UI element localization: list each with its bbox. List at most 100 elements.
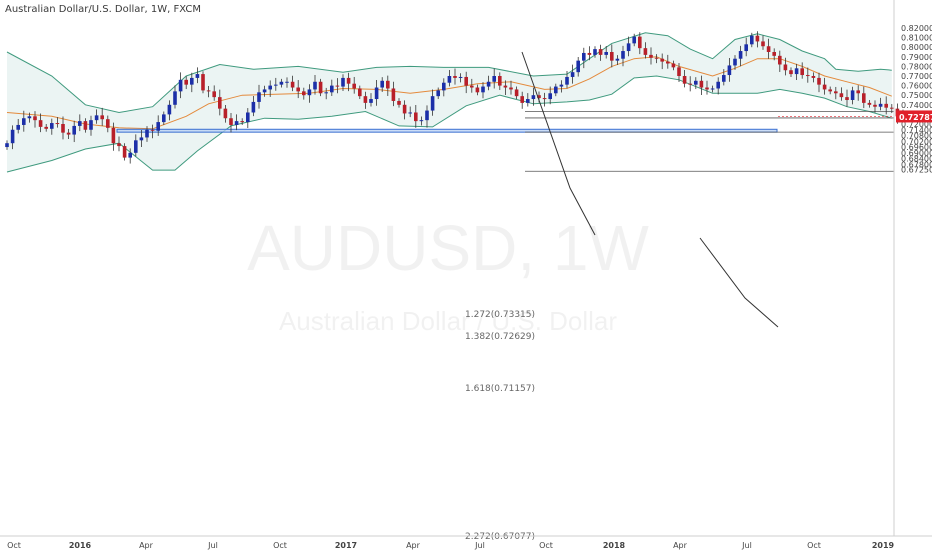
price-tick-label: 0.81000 xyxy=(901,34,932,43)
candle-body xyxy=(274,84,278,86)
candle-body xyxy=(694,80,698,85)
candle-body xyxy=(492,76,496,82)
candle-body xyxy=(486,81,491,87)
candle-body xyxy=(72,125,76,135)
candle-body xyxy=(352,83,356,89)
candle-body xyxy=(83,121,88,130)
candle-body xyxy=(430,96,435,111)
time-tick-label: Apr xyxy=(406,541,421,550)
candle-body xyxy=(744,44,748,52)
candle-body xyxy=(397,100,401,105)
candle-body xyxy=(727,65,732,76)
candle-body xyxy=(290,81,295,88)
candle-body xyxy=(632,36,636,44)
fib-label-2272: 2.272(0.67077) xyxy=(465,532,535,542)
candle-body xyxy=(10,129,15,144)
candle-body xyxy=(845,97,849,100)
candle-body xyxy=(212,91,216,98)
time-tick-label: Apr xyxy=(673,541,688,550)
candle-body xyxy=(531,95,536,100)
candle-body xyxy=(481,86,485,93)
candle-body xyxy=(772,52,776,56)
candle-body xyxy=(257,92,261,102)
candle-body xyxy=(44,126,48,129)
candle-body xyxy=(447,76,452,83)
candle-body xyxy=(61,124,65,133)
candle-body xyxy=(699,80,704,88)
candle-body xyxy=(262,89,267,93)
price-tick-label: 0.75000 xyxy=(901,91,932,100)
candle-body xyxy=(475,87,480,93)
candle-body xyxy=(582,52,586,61)
candle-body xyxy=(593,49,597,55)
candle-body xyxy=(554,86,558,94)
candle-body xyxy=(660,58,664,62)
candle-body xyxy=(16,124,20,130)
candle-body xyxy=(677,67,681,76)
candle-body xyxy=(380,80,384,88)
price-tick-label: 0.74000 xyxy=(901,101,932,110)
candle-body xyxy=(66,132,71,135)
candle-body xyxy=(503,85,508,88)
candle-body xyxy=(778,55,782,65)
candle-body xyxy=(755,35,760,42)
candle-body xyxy=(150,129,155,131)
candle-body xyxy=(688,83,692,85)
candle-body xyxy=(223,108,228,119)
candle-body xyxy=(509,87,513,90)
candle-body xyxy=(862,93,866,103)
time-tick-label: 2017 xyxy=(335,541,357,550)
candle-body xyxy=(94,115,99,121)
lower-band-line xyxy=(6,75,892,173)
candle-body xyxy=(850,90,855,100)
candle-body xyxy=(458,76,463,78)
candle-body xyxy=(218,97,222,109)
candle-body xyxy=(722,75,726,82)
time-tick-label: Jul xyxy=(741,541,752,550)
candle-body xyxy=(884,103,888,108)
candle-body xyxy=(621,51,625,59)
candle-body xyxy=(363,96,368,103)
time-tick-label: Jul xyxy=(474,541,485,550)
last-price-value: 0.72787 xyxy=(899,113,932,122)
candle-body xyxy=(867,102,872,105)
candle-body xyxy=(78,121,82,126)
price-tick-label: 0.77000 xyxy=(901,72,932,81)
candle-body xyxy=(789,70,793,75)
time-tick-label: 2016 xyxy=(69,541,92,550)
candle-body xyxy=(162,114,166,123)
candle-body xyxy=(598,49,603,55)
price-tick-label: 0.70800 xyxy=(901,132,932,141)
candle-body xyxy=(878,103,883,107)
candle-body xyxy=(128,152,132,158)
candle-body xyxy=(106,119,110,128)
price-axis[interactable]: 0.820000.810000.800000.790000.780000.770… xyxy=(893,0,932,536)
candle-body xyxy=(587,52,592,55)
candle-body xyxy=(386,80,390,89)
candle-body xyxy=(761,41,765,47)
time-axis[interactable]: Oct 2016 Apr Jul Oct 2017 Apr Jul Oct 2018 Apr Jul O… xyxy=(0,535,932,550)
support-zone-rect xyxy=(116,128,778,133)
candle-body xyxy=(750,35,754,45)
candle-body xyxy=(856,90,860,94)
candle-body xyxy=(178,79,183,92)
candle-body xyxy=(246,112,250,123)
candle-body xyxy=(190,77,194,85)
last-price-tag: 0.72787 xyxy=(778,110,932,123)
candle-body xyxy=(296,87,300,92)
price-tick-label: 0.69600 xyxy=(901,143,932,152)
fib-label-1272: 1.272(0.73315) xyxy=(465,310,535,320)
trend-lines xyxy=(521,51,779,328)
candle-body xyxy=(279,81,284,85)
candle-body xyxy=(834,91,838,94)
candle-body xyxy=(414,112,418,122)
candle-body xyxy=(498,76,502,86)
candle-body xyxy=(514,89,519,97)
price-tick-label: 0.67250 xyxy=(901,166,932,175)
fib-label-1618: 1.618(0.71157) xyxy=(465,384,535,394)
candle-body xyxy=(335,85,340,87)
watermark-symbol: AUDUSD, 1W xyxy=(247,212,649,284)
candle-body xyxy=(358,88,362,97)
candle-body xyxy=(22,118,26,125)
